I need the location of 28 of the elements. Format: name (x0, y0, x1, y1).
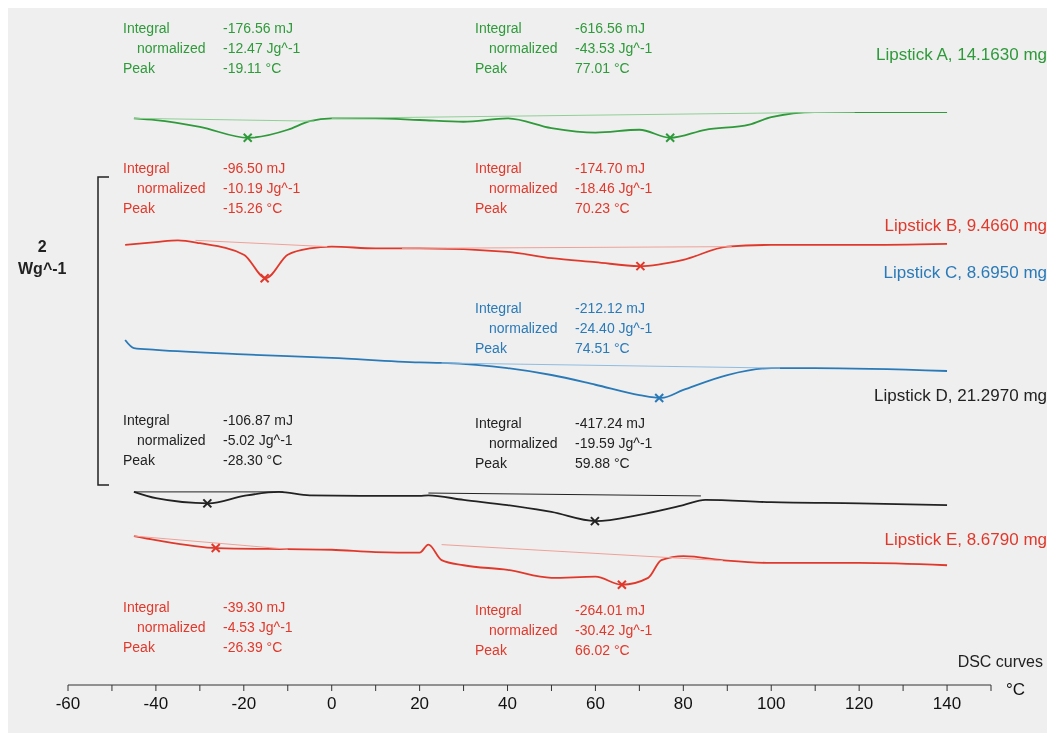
text: Integral -616.56 mJ normalized -43.53 Jg^-1 Peak 77.01 °C (475, 20, 653, 76)
series-label: Lipstick B, 9.4660 mg (884, 216, 1047, 236)
text: Lipstick C, 8.6950 mg (883, 263, 1047, 283)
x-tick-label: -60 (55, 694, 81, 713)
x-tick-label: 60 (585, 694, 605, 713)
text: Integral -212.12 mJ normalized -24.40 Jg^-1 Peak 74.51 °C (475, 300, 653, 356)
text: Integral -39.30 mJ normalized -4.53 Jg^-1 Peak -26.39 °C (123, 599, 293, 655)
text: Integral -106.87 mJ normalized -5.02 Jg^-1 Peak -28.30 °C (123, 412, 294, 468)
text: Integral -176.56 mJ normalized -12.47 Jg^-1 Peak -19.11 °C (123, 20, 301, 76)
x-tick-label: 0 (326, 694, 337, 713)
x-tick-label: -40 (143, 694, 169, 713)
x-tick-label: 120 (844, 694, 874, 713)
text: Integral -96.50 mJ normalized -10.19 Jg^-1 Peak -15.26 °C (123, 160, 301, 216)
text: Integral -264.01 mJ normalized -30.42 Jg^-1 Peak 66.02 °C (475, 602, 653, 658)
text: Integral -174.70 mJ normalized -18.46 Jg^-1 Peak 70.23 °C (475, 160, 653, 216)
text: Lipstick A, 14.1630 mg (875, 45, 1047, 65)
text: Integral -417.24 mJ normalized -19.59 Jg^-1 Peak 59.88 °C (475, 415, 653, 471)
x-tick-label: 20 (410, 694, 430, 713)
text: Lipstick D, 21.2970 mg (874, 386, 1047, 406)
annotation: DSC curves (957, 653, 1043, 671)
x-tick-label: 100 (757, 694, 786, 713)
x-axis-title: °C (1006, 680, 1026, 700)
y-axis-title: 2 Wg^-1 (18, 237, 67, 279)
x-tick-label: -20 (231, 694, 257, 713)
x-tick-label: 40 (498, 694, 517, 713)
series-label: Lipstick E, 8.6790 mg (884, 530, 1047, 550)
x-tick-label: 80 (673, 694, 693, 713)
x-tick-label: 140 (932, 694, 962, 713)
